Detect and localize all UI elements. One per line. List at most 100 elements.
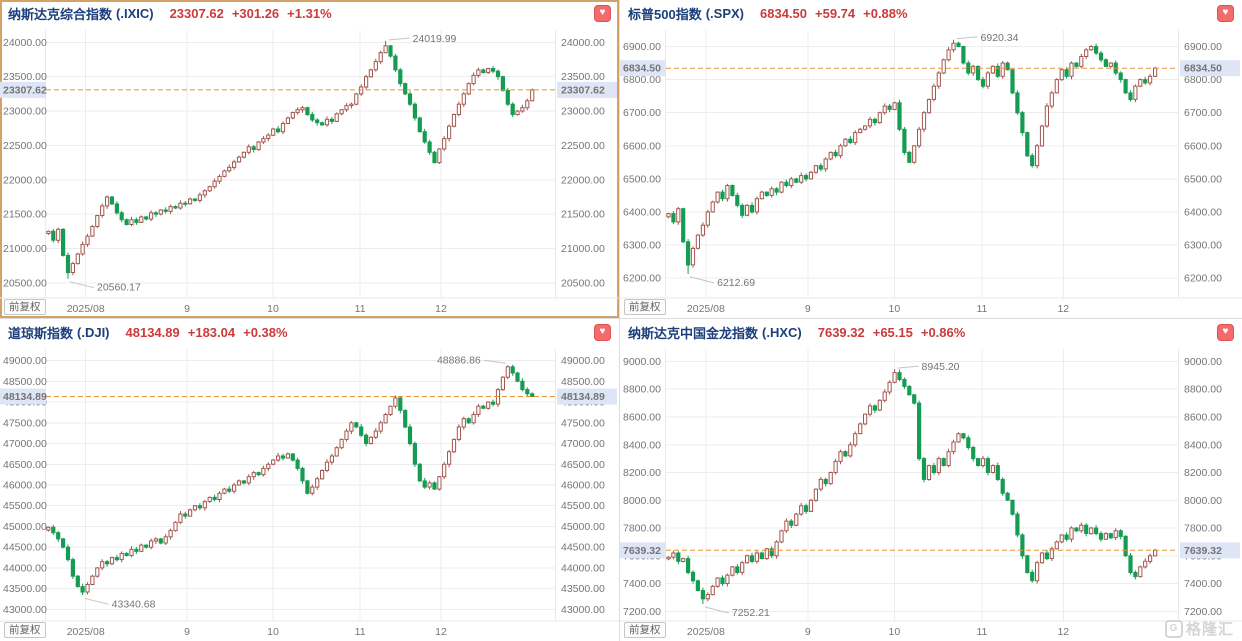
svg-text:22500.00: 22500.00 (561, 140, 605, 152)
index-change: +301.26 (231, 5, 280, 21)
chart-title-bar: 纳斯达克综合指数 (.IXIC) 23307.62 +301.26 +1.31%… (0, 0, 619, 26)
chart-area: 49000.0049000.0048500.0048500.0048000.00… (0, 345, 619, 641)
svg-text:44000.00: 44000.00 (561, 562, 605, 574)
chart-panel-dji: 道琼斯指数 (.DJI) 48134.89 +183.04 +0.38% ♥ 4… (0, 319, 619, 641)
svg-text:6400.00: 6400.00 (623, 207, 661, 219)
svg-text:11: 11 (976, 626, 987, 638)
heart-icon: ♥ (599, 326, 606, 337)
index-code: (.HXC) (762, 324, 802, 340)
svg-text:7200.00: 7200.00 (1184, 606, 1222, 618)
y-axis-labels: 9000.00 9000.00 8800.00 8800.00 8600.00 8600.… (623, 356, 1222, 618)
svg-text:48500.00: 48500.00 (3, 376, 47, 388)
heart-icon: ♥ (1222, 326, 1229, 337)
last-price-tag-left: 6834.50 (620, 60, 666, 77)
chart-title-bar: 道琼斯指数 (.DJI) 48134.89 +183.04 +0.38% ♥ (0, 319, 619, 345)
svg-text:8600.00: 8600.00 (1184, 412, 1222, 424)
svg-text:11: 11 (355, 626, 366, 638)
index-change-percent: +0.38% (243, 324, 288, 340)
svg-text:6500.00: 6500.00 (623, 173, 661, 185)
svg-text:47000.00: 47000.00 (561, 438, 605, 450)
svg-text:8400.00: 8400.00 (1184, 439, 1222, 451)
svg-text:21500.00: 21500.00 (561, 209, 605, 221)
index-code: (.IXIC) (116, 5, 154, 21)
y-axis-labels: 49000.0049000.0048500.0048500.0048000.00… (3, 355, 605, 616)
candlestick-chart[interactable]: 49000.0049000.0048500.0048500.0048000.00… (0, 345, 619, 641)
svg-text:10: 10 (889, 626, 901, 638)
index-name: 纳斯达克中国金龙指数 (628, 325, 759, 341)
svg-text:48134.89: 48134.89 (3, 391, 47, 403)
svg-text:44500.00: 44500.00 (3, 542, 47, 554)
svg-text:8400.00: 8400.00 (623, 439, 661, 451)
svg-text:8000.00: 8000.00 (623, 495, 661, 507)
extreme-annotations: 6920.34 6212.69 (689, 32, 1019, 289)
index-name: 标普500指数 (628, 6, 702, 22)
chart-panel-spx: 标普500指数 (.SPX) 6834.50 +59.74 +0.88% ♥ 6… (620, 0, 1242, 318)
svg-text:7639.32: 7639.32 (623, 545, 661, 557)
svg-text:22000.00: 22000.00 (561, 174, 605, 186)
svg-text:44500.00: 44500.00 (561, 542, 605, 554)
svg-text:9: 9 (805, 303, 811, 315)
svg-text:20560.17: 20560.17 (97, 282, 141, 294)
svg-text:12: 12 (1057, 303, 1069, 315)
favorite-button[interactable]: ♥ (594, 4, 611, 22)
svg-text:8800.00: 8800.00 (623, 384, 661, 396)
svg-text:2025/08: 2025/08 (67, 626, 105, 638)
svg-text:6800.00: 6800.00 (623, 74, 661, 86)
price-adjust-button[interactable]: 前复权 (4, 622, 46, 638)
svg-text:43340.68: 43340.68 (112, 598, 156, 610)
favorite-button[interactable]: ♥ (594, 323, 611, 341)
svg-text:20500.00: 20500.00 (3, 277, 47, 289)
candlestick-chart[interactable]: 9000.00 9000.00 8800.00 8800.00 8600.00 8600.… (620, 345, 1242, 641)
svg-text:2025/08: 2025/08 (67, 303, 105, 315)
svg-text:20500.00: 20500.00 (561, 277, 605, 289)
svg-text:45500.00: 45500.00 (561, 500, 605, 512)
candlestick-chart[interactable]: 6900.00 6900.00 6800.00 6800.00 6700.00 6700.… (620, 26, 1242, 318)
svg-text:11: 11 (355, 303, 366, 315)
svg-text:6900.00: 6900.00 (1184, 41, 1222, 53)
favorite-button[interactable]: ♥ (1217, 4, 1234, 22)
svg-text:9: 9 (184, 626, 190, 638)
last-price-tag-right: 6834.50 (1180, 60, 1240, 77)
svg-text:12: 12 (435, 303, 447, 315)
svg-text:7200.00: 7200.00 (623, 606, 661, 618)
svg-text:6700.00: 6700.00 (1184, 107, 1222, 119)
svg-text:8800.00: 8800.00 (1184, 384, 1222, 396)
svg-text:8945.20: 8945.20 (922, 361, 960, 373)
candles-layer (666, 369, 1158, 604)
price-adjust-button[interactable]: 前复权 (4, 299, 46, 315)
svg-text:7639.32: 7639.32 (1184, 545, 1222, 557)
last-price-tag-right: 23307.62 (557, 81, 617, 98)
last-price-tag-left: 7639.32 (620, 542, 666, 559)
svg-text:9000.00: 9000.00 (1184, 356, 1222, 368)
grid-layer (620, 30, 1242, 299)
grid-layer (620, 349, 1242, 622)
svg-text:43500.00: 43500.00 (561, 583, 605, 595)
candlestick-chart[interactable]: 24000.00 24000.00 23500.00 23500.00 23000.00… (0, 26, 619, 318)
favorite-button[interactable]: ♥ (1217, 323, 1234, 341)
svg-text:6600.00: 6600.00 (623, 140, 661, 152)
svg-text:6200.00: 6200.00 (623, 273, 661, 285)
svg-text:48886.86: 48886.86 (437, 354, 481, 366)
heart-icon: ♥ (599, 7, 606, 18)
svg-text:23307.62: 23307.62 (561, 84, 605, 96)
svg-text:43000.00: 43000.00 (3, 604, 47, 616)
chart-area: 24000.00 24000.00 23500.00 23500.00 23000.00… (0, 26, 619, 318)
chart-panel-ixic: 纳斯达克综合指数 (.IXIC) 23307.62 +301.26 +1.31%… (0, 0, 619, 318)
svg-text:6600.00: 6600.00 (1184, 140, 1222, 152)
extreme-annotations: 8945.20 7252.21 (704, 361, 960, 619)
svg-text:21000.00: 21000.00 (561, 243, 605, 255)
svg-text:6300.00: 6300.00 (1184, 240, 1222, 252)
index-price: 48134.89 (125, 324, 180, 340)
svg-text:49000.00: 49000.00 (561, 355, 605, 367)
x-axis-labels: 2025/08 9 10 11 12 (687, 303, 1069, 315)
svg-text:6400.00: 6400.00 (1184, 207, 1222, 219)
index-name: 纳斯达克综合指数 (8, 6, 113, 22)
svg-text:6900.00: 6900.00 (623, 41, 661, 53)
svg-text:11: 11 (976, 303, 987, 315)
price-adjust-button[interactable]: 前复权 (624, 299, 666, 315)
svg-text:8000.00: 8000.00 (1184, 495, 1222, 507)
heart-icon: ♥ (1222, 7, 1229, 18)
svg-text:6834.50: 6834.50 (1184, 63, 1222, 75)
price-adjust-button[interactable]: 前复权 (624, 622, 666, 638)
svg-text:6212.69: 6212.69 (717, 277, 755, 289)
